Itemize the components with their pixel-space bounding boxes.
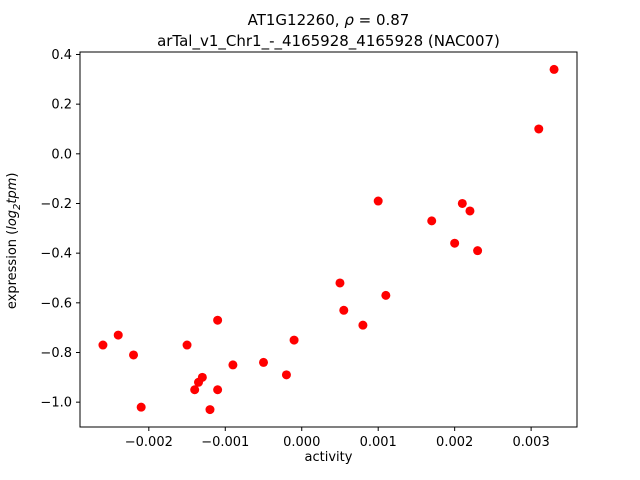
data-point (457, 198, 467, 208)
data-point (465, 206, 475, 216)
data-point (549, 64, 559, 74)
data-point (190, 385, 200, 395)
data-point (450, 238, 460, 248)
data-point (358, 320, 368, 330)
chart-title-line-1: AT1G12260, ρ = 0.87 (80, 10, 577, 30)
data-point (339, 305, 349, 315)
x-axis-label: activity (304, 450, 353, 465)
data-point (197, 372, 207, 382)
data-point (129, 350, 139, 360)
data-point (213, 385, 223, 395)
y-label-tpm: tpm (5, 177, 21, 204)
data-point (98, 340, 108, 350)
y-label-log: log (5, 209, 21, 230)
y-tick-label: −0.6 (40, 296, 72, 311)
data-point (228, 360, 238, 370)
plot-frame (79, 51, 578, 428)
x-tick-label: −0.002 (125, 435, 173, 450)
title-rho-value: = 0.87 (353, 11, 410, 29)
y-label-prefix: expression ( (5, 229, 21, 310)
y-tick-label: −0.8 (40, 346, 72, 361)
data-point (473, 246, 483, 256)
data-point (259, 357, 269, 367)
data-point (289, 335, 299, 345)
x-tick-label: 0.003 (513, 435, 550, 450)
data-point (205, 405, 215, 415)
data-point (136, 402, 146, 412)
data-point (427, 216, 437, 226)
y-label-sub: 2 (11, 203, 23, 210)
data-point (373, 196, 383, 206)
y-tick-label: −0.2 (40, 197, 72, 212)
data-point (335, 278, 345, 288)
data-point (182, 340, 192, 350)
y-tick-label: 0.4 (51, 48, 72, 63)
y-axis-label: expression (log2tpm) (5, 131, 23, 351)
title-gene: AT1G12260, (247, 11, 345, 29)
x-tick-label: 0.002 (436, 435, 473, 450)
y-tick-label: 0.2 (51, 98, 72, 113)
data-point (113, 330, 123, 340)
x-tick-label: −0.001 (201, 435, 249, 450)
data-point (281, 370, 291, 380)
chart-subtitle: arTal_v1_Chr1_-_4165928_4165928 (NAC007) (157, 32, 500, 50)
data-point (213, 315, 223, 325)
y-tick-label: −1.0 (40, 396, 72, 411)
y-tick-label: −0.4 (40, 247, 72, 262)
data-point (381, 290, 391, 300)
x-tick-label: 0.001 (360, 435, 397, 450)
rho-symbol: ρ (344, 11, 354, 29)
y-tick-label: 0.0 (51, 147, 72, 162)
y-label-suffix: ) (5, 172, 21, 178)
data-point (534, 124, 544, 134)
x-tick-label: 0.000 (283, 435, 320, 450)
